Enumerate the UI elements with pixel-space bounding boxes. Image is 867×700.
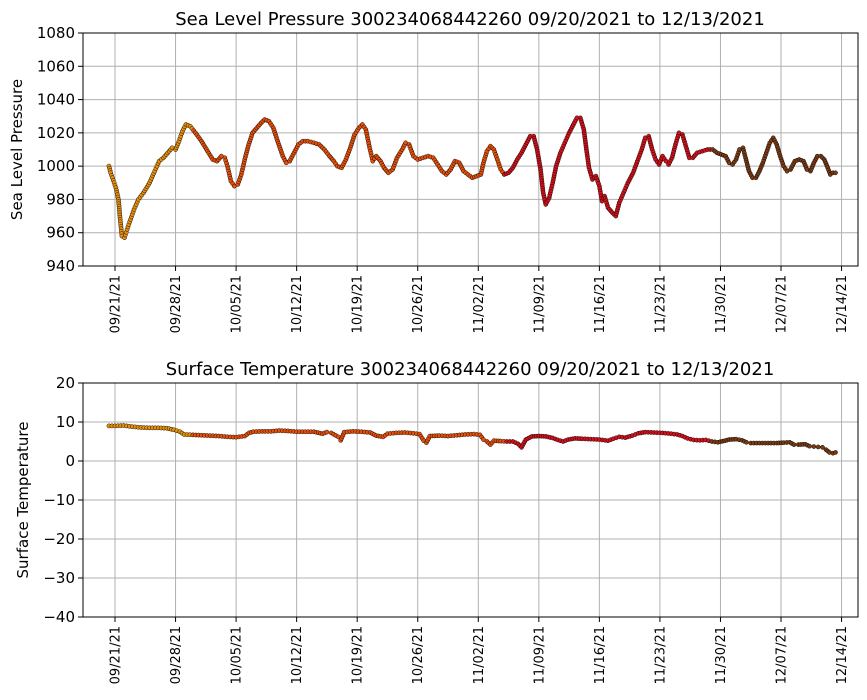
surface-temperature-data-point	[815, 444, 821, 450]
sea-level-pressure-ytick-label: 1080	[37, 24, 75, 42]
sea-level-pressure-xtick-label: 10/19/21	[351, 275, 366, 333]
surface-temperature-ylabel: Surface Temperature	[14, 422, 32, 579]
sea-level-pressure-ytick-label: 1060	[37, 57, 75, 75]
surface-temperature-points	[106, 423, 838, 456]
sea-level-pressure-ytick-label: 980	[46, 190, 75, 208]
surface-temperature-data-point	[820, 445, 825, 450]
surface-temperature-xtick-label: 09/21/21	[109, 626, 124, 684]
sea-level-pressure-chart: 09/21/21 09/28/21 10/05/21 10/12/21 10/19/21…	[8, 9, 859, 333]
surface-temperature-xtick-label: 11/23/21	[653, 626, 668, 684]
sea-level-pressure-xtick-label: 09/28/21	[169, 275, 184, 333]
sea-level-pressure-xtick-label: 10/05/21	[230, 275, 245, 333]
surface-temperature-ytick-label: −40	[43, 608, 75, 626]
sea-level-pressure-axes-frame	[82, 32, 859, 267]
surface-temperature-xtick-label: 10/26/21	[411, 626, 426, 684]
sea-level-pressure-data-point	[833, 170, 838, 176]
sea-level-pressure-xtick-label: 11/30/21	[714, 275, 729, 333]
surface-temperature-xtick-label: 11/16/21	[593, 626, 608, 684]
surface-temperature-ytick-label: −30	[43, 569, 75, 587]
sea-level-pressure-xtick-label: 11/09/21	[532, 275, 547, 333]
sea-level-pressure-ticks: 09/21/21 09/28/21 10/05/21 10/12/21 10/19/21…	[37, 24, 850, 333]
surface-temperature-xtick-label: 09/28/21	[169, 626, 184, 684]
sea-level-pressure-xtick-label: 11/02/21	[472, 275, 487, 333]
surface-temperature-ytick-label: 20	[56, 374, 75, 392]
surface-temperature-xtick-label: 11/09/21	[532, 626, 547, 684]
surface-temperature-data-point	[791, 442, 797, 447]
sea-level-pressure-xtick-label: 09/21/21	[109, 275, 124, 333]
surface-temperature-ytick-label: −10	[43, 491, 75, 509]
sea-level-pressure-xtick-label: 12/14/21	[835, 275, 850, 333]
sea-level-pressure-xtick-label: 10/26/21	[411, 275, 426, 333]
surface-temperature-grid	[83, 382, 858, 618]
surface-temperature-ytick-label: −20	[43, 530, 75, 548]
surface-temperature-title: Surface Temperature 300234068442260 09/2…	[166, 359, 775, 380]
surface-temperature-data-point	[744, 439, 749, 445]
surface-temperature-xtick-label: 11/30/21	[714, 626, 729, 684]
surface-temperature-xtick-label: 12/14/21	[835, 626, 850, 684]
sea-level-pressure-ytick-label: 960	[46, 224, 75, 242]
surface-temperature-xtick-label: 10/05/21	[230, 626, 245, 684]
surface-temperature-xtick-label: 10/12/21	[290, 626, 305, 684]
sea-level-pressure-xtick-label: 11/16/21	[593, 275, 608, 333]
surface-temperature-data-point	[811, 444, 817, 449]
surface-temperature-data-point	[807, 443, 812, 449]
surface-temperature-data-point	[324, 429, 330, 435]
sea-level-pressure-title: Sea Level Pressure 300234068442260 09/20…	[175, 9, 765, 30]
surface-temperature-xtick-label: 12/07/21	[775, 626, 790, 684]
sea-level-pressure-ytick-label: 940	[46, 257, 75, 275]
surface-temperature-ytick-label: 0	[65, 452, 75, 470]
surface-temperature-data-point	[481, 437, 486, 442]
sea-level-pressure-ytick-label: 1020	[37, 124, 75, 142]
sea-level-pressure-xtick-label: 11/23/21	[653, 275, 668, 333]
surface-temperature-data-point	[833, 450, 838, 455]
surface-temperature-ytick-label: 10	[56, 413, 75, 431]
surface-temperature-chart: 09/21/21 09/28/21 10/05/21 10/12/21 10/19/21…	[14, 359, 859, 684]
sea-level-pressure-ytick-label: 1040	[37, 91, 75, 109]
surface-temperature-xtick-label: 10/19/21	[351, 626, 366, 684]
surface-temperature-ticks: 09/21/21 09/28/21 10/05/21 10/12/21 10/19/21…	[43, 374, 850, 684]
sea-level-pressure-xtick-label: 10/12/21	[290, 275, 305, 333]
sea-level-pressure-points	[106, 115, 838, 241]
sea-level-pressure-xtick-label: 12/07/21	[775, 275, 790, 333]
surface-temperature-xtick-label: 11/02/21	[472, 626, 487, 684]
sea-level-pressure-ylabel: Sea Level Pressure	[8, 79, 26, 220]
sea-level-pressure-ytick-label: 1000	[37, 157, 75, 175]
